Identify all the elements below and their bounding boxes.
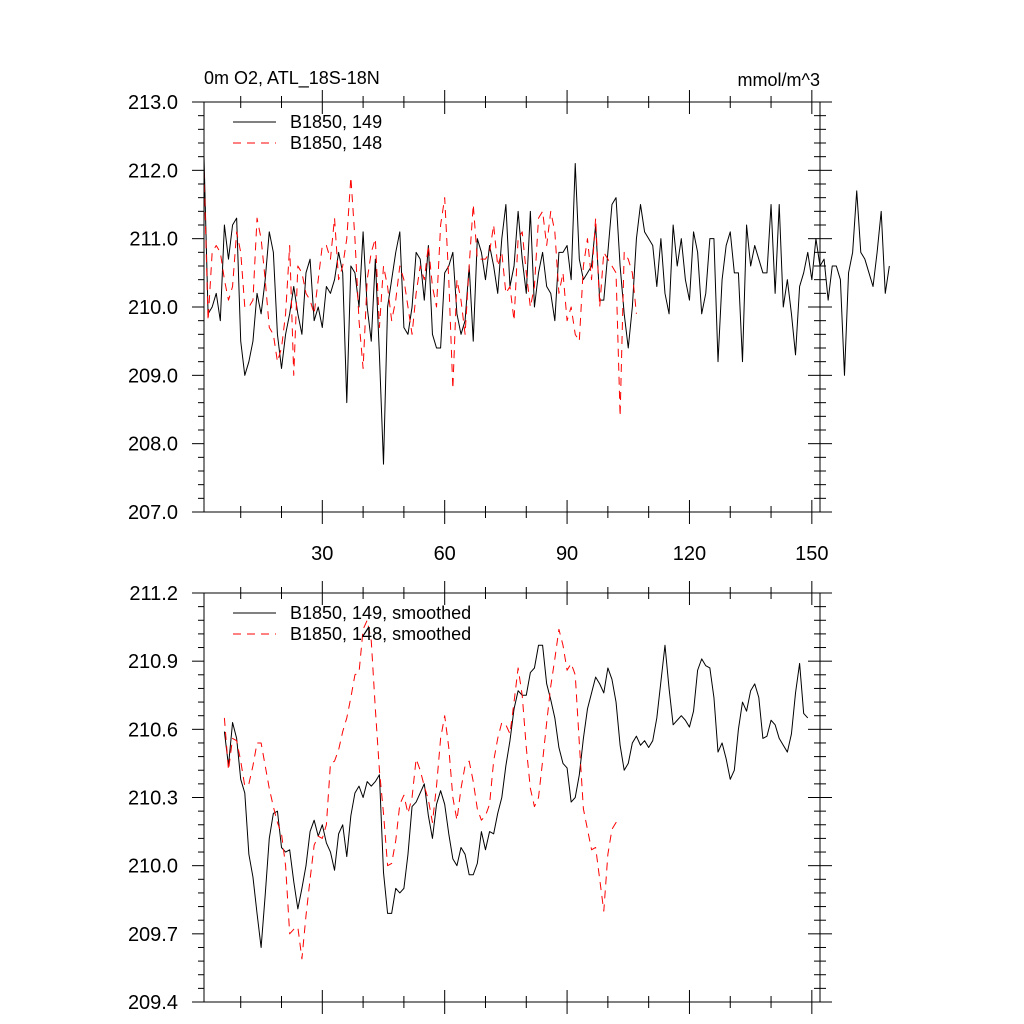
top-x-tick-label: 90 [556,543,578,565]
top-panel: 0m O2, ATL_18S-18N mmol/m^3 207.0208.020… [128,68,890,565]
top-x-tick-label: 30 [311,543,333,565]
top-y-tick-label: 211.0 [129,229,178,251]
bottom-legend: B1850, 149, smoothed B1850, 148, smoothe… [233,603,471,644]
bottom-y-tick-label: 210.9 [128,651,178,673]
legend-label-148: B1850, 148 [290,133,382,153]
legend-label-148-smoothed: B1850, 148, smoothed [290,624,471,644]
bottom-y-tick-label: 210.6 [128,719,178,741]
legend-label-149: B1850, 149 [290,112,382,132]
bottom-y-tick-label: 210.0 [128,856,178,878]
top-x-tick-label: 150 [795,543,828,565]
legend-label-149-smoothed: B1850, 149, smoothed [290,603,471,623]
chart-title: 0m O2, ATL_18S-18N [204,68,380,89]
bottom-plot-frame [203,592,821,1003]
top-y-tick-label: 207.0 [128,502,178,524]
top-y-tick-label: 209.0 [128,365,178,387]
top-series-line-1 [203,170,637,417]
top-ticks-layer: 207.0 208.0 209.0 210.0 211.0 212.0 213.0 30 60 9… [128,90,832,565]
bottom-y-tick-label: 209.7 [128,924,178,946]
top-legend: B1850, 149 B1850, 148 [233,112,382,153]
bottom-series-layer [223,619,809,960]
top-x-tick-label: 60 [434,543,456,565]
top-plot-frame [203,101,821,513]
bottom-ticks-layer: 209.4 209.7 210.0 210.3 210.6 210.9 211.2 [128,581,832,1014]
top-y-tick-label: 212.0 [128,160,178,182]
bottom-series-line-0 [223,644,809,948]
top-series-layer [203,156,890,465]
units-label: mmol/m^3 [738,70,820,90]
top-y-tick-label: 210.0 [128,297,178,319]
bottom-series-line-1 [223,619,621,960]
bottom-panel: 209.4 209.7 210.0 210.3 210.6 210.9 211.2 B185… [128,581,832,1014]
top-y-tick-label: 208.0 [128,434,178,456]
bottom-y-tick-label: 209.4 [128,992,178,1014]
top-series-line-0 [203,156,890,465]
top-x-tick-label: 120 [673,543,706,565]
bottom-y-tick-label: 210.3 [128,788,178,810]
top-y-tick-label: 213.0 [128,92,178,114]
bottom-y-tick-label: 211.2 [129,583,178,605]
